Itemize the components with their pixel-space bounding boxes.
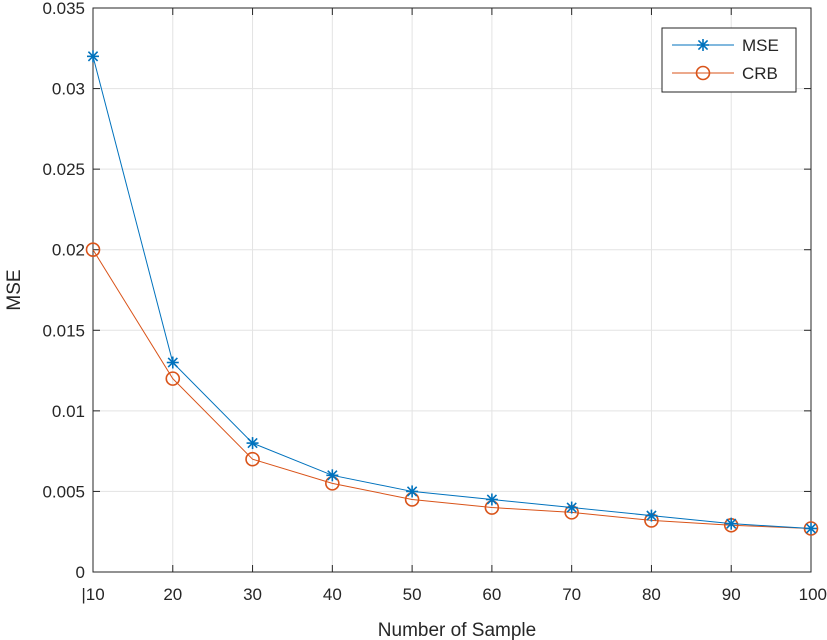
x-tick-label: 40: [323, 585, 342, 604]
x-tick-label: 80: [642, 585, 661, 604]
data-point: [805, 522, 817, 535]
data-point: [695, 65, 711, 81]
x-tick-label: 90: [722, 585, 741, 604]
x-tick-label: |10: [81, 585, 104, 604]
x-tick-label: 100: [799, 585, 827, 604]
legend-label: CRB: [742, 64, 778, 83]
y-tick-label: 0.015: [42, 321, 85, 340]
legend-label: MSE: [742, 36, 779, 55]
data-point: [87, 50, 99, 63]
data-point: [485, 493, 498, 506]
data-point: [166, 356, 179, 369]
data-point: [165, 371, 181, 386]
data-point: [725, 517, 738, 530]
series-layer: [85, 50, 819, 536]
x-tick-label: 30: [243, 585, 262, 604]
y-axis-title: MSE: [4, 269, 25, 310]
series-crb: [85, 242, 819, 536]
data-point: [85, 242, 101, 258]
series-mse: [87, 50, 817, 535]
plot-area: [92, 7, 812, 573]
y-tick-label: 0: [76, 563, 85, 582]
legend-box: [661, 27, 797, 93]
x-axis: |10 20 30 40 50 60 70 80 90 100: [81, 8, 827, 604]
y-tick-label: 0.035: [42, 0, 85, 18]
data-point: [565, 501, 578, 514]
x-tick-label: 60: [482, 585, 501, 604]
data-point: [406, 485, 419, 498]
x-tick-label: 70: [562, 585, 581, 604]
data-point: [645, 509, 658, 522]
y-tick-label: 0.005: [42, 482, 85, 501]
y-tick-label: 0.01: [52, 402, 85, 421]
y-tick-label: 0.025: [42, 160, 85, 179]
y-tick-label: 0.03: [52, 80, 85, 99]
series-line-mse: [92, 56, 812, 529]
legend: MSE CRB: [661, 27, 797, 93]
data-point: [245, 451, 260, 467]
data-point: [246, 437, 259, 450]
legend-entry-mse: MSE: [672, 36, 779, 55]
y-tick-label: 0.02: [52, 241, 85, 260]
legend-entry-crb: CRB: [672, 64, 778, 83]
data-point: [326, 469, 339, 482]
data-point: [697, 39, 709, 51]
series-line-crb: [92, 249, 812, 529]
x-axis-title: Number of Sample: [378, 620, 536, 640]
y-axis: 0 0.005 0.01 0.015 0.02 0.025 0.03 0.035: [42, 0, 811, 582]
x-tick-label: 20: [163, 585, 182, 604]
x-tick-label: 50: [403, 585, 422, 604]
